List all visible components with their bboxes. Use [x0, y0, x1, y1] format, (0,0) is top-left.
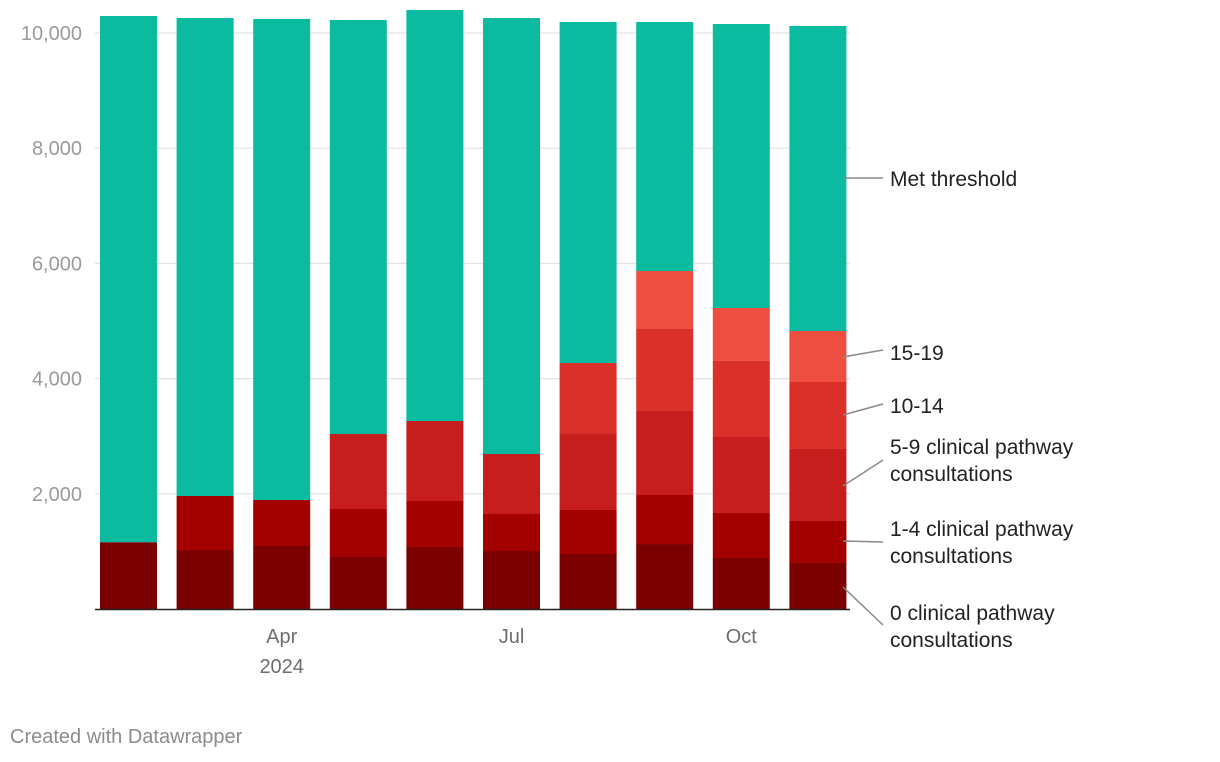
leader-1-4 [842, 540, 884, 543]
bar-segment [100, 542, 157, 609]
bar-segment [176, 18, 234, 496]
bar-stack [406, 10, 464, 609]
bar-segment [406, 420, 464, 501]
leader-10-14 [842, 403, 884, 416]
legend-15-19: 15-19 [890, 342, 944, 365]
y-tick-label: 2,000 [32, 484, 82, 506]
bar-segment [636, 410, 694, 496]
bar-segment [636, 495, 694, 545]
bar-segment [253, 545, 311, 609]
bar-segment [636, 21, 694, 272]
bar-stack [559, 21, 617, 609]
bar-stack [712, 24, 770, 609]
bar-segment [789, 448, 847, 521]
bar-segment [559, 434, 617, 510]
legend-0-line1: 0 clinical pathway [890, 602, 1055, 625]
legend-1-4-line2: consultations [890, 545, 1013, 568]
leader-15-19 [842, 349, 884, 358]
bar-segment [406, 10, 464, 421]
y-tick-label: 10,000 [21, 23, 82, 45]
x-tick-label: Apr [266, 626, 297, 648]
bar-segment [406, 547, 464, 609]
bar-segment [712, 24, 770, 308]
bar-segment [176, 550, 234, 609]
bar-segment [789, 520, 847, 563]
bar-segment [789, 562, 847, 609]
bar-segment [483, 453, 540, 515]
bar-segment [559, 21, 617, 363]
y-tick-label: 6,000 [32, 253, 82, 275]
bar-segment [712, 360, 770, 438]
bar-stack [636, 21, 694, 609]
bar-segment [483, 550, 540, 609]
x-tick-label: Jul [499, 626, 525, 648]
bar-segment [559, 553, 617, 609]
leader-5-9 [842, 459, 884, 487]
legend-10-14: 10-14 [890, 395, 944, 418]
bar-segment [329, 434, 387, 510]
bar-segment [329, 509, 387, 557]
bar-segment [636, 271, 694, 330]
bar-segment [712, 558, 770, 609]
bar-segment [789, 381, 847, 449]
bar-segment [789, 331, 847, 382]
bar-segment [636, 544, 694, 609]
bar-segment [253, 500, 311, 546]
bar-segment [559, 509, 617, 554]
legend-0-line2: consultations [890, 629, 1013, 652]
bar-segment [329, 19, 387, 435]
bar-segment [789, 25, 847, 332]
bar-segment [253, 19, 311, 501]
x-tick-label: Oct [726, 626, 758, 648]
bar-stack [253, 19, 311, 609]
bar-stack [483, 18, 540, 609]
bar-segment [483, 514, 540, 551]
y-tick-label: 4,000 [32, 369, 82, 391]
y-tick-label: 8,000 [32, 138, 82, 160]
bar-segment [712, 512, 770, 559]
legend-5-9-line2: consultations [890, 463, 1013, 486]
bar-stack [789, 25, 847, 609]
bar-stack [176, 18, 234, 609]
legend-labels: Met threshold 15-19 10-14 5-9 clinical p… [890, 168, 1074, 652]
bar-segment [406, 501, 464, 548]
leader-0 [842, 586, 884, 626]
bar-segment [559, 362, 617, 435]
footer-credit: Created with Datawrapper [10, 726, 243, 748]
bar-segment [329, 556, 387, 609]
legend-1-4-line1: 1-4 clinical pathway [890, 518, 1074, 541]
bar-segment [176, 495, 234, 551]
legend-met-threshold: Met threshold [890, 168, 1017, 191]
bar-segment [712, 307, 770, 361]
bar-segment [712, 437, 770, 513]
legend-5-9-line1: 5-9 clinical pathway [890, 436, 1074, 459]
bar-segment [636, 329, 694, 411]
bar-segment [100, 16, 157, 543]
bar-stack [329, 19, 387, 609]
bar-stack [100, 16, 157, 609]
x-tick-sublabel: 2024 [259, 656, 304, 678]
bar-segment [483, 18, 540, 454]
